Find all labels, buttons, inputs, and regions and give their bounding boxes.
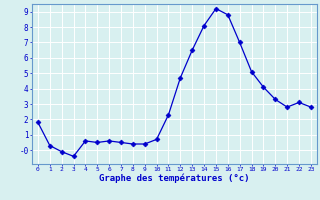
X-axis label: Graphe des températures (°c): Graphe des températures (°c) — [99, 174, 250, 183]
